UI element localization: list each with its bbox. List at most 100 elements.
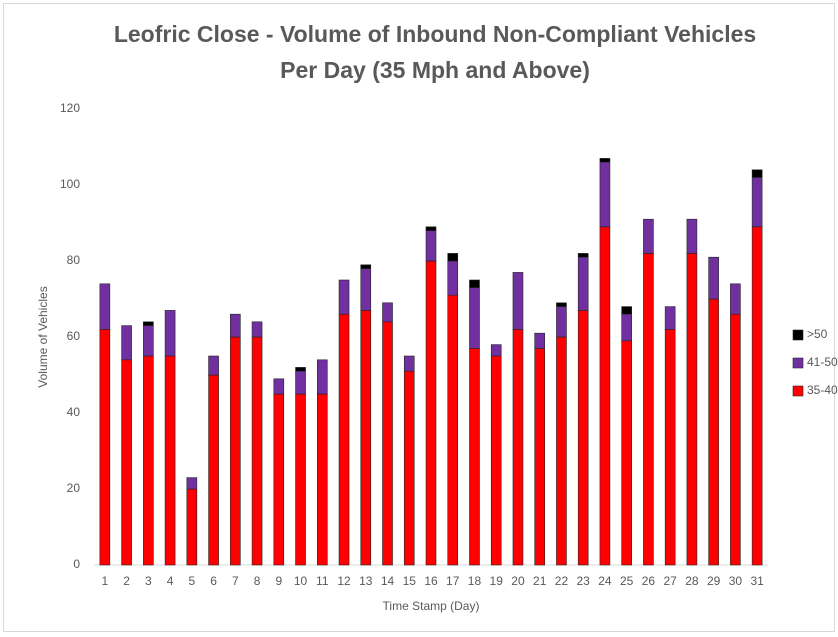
bar-segment	[403, 370, 415, 566]
bar-segment	[751, 177, 763, 228]
bar-segment	[99, 329, 111, 566]
x-tick-label: 9	[275, 574, 282, 588]
x-tick-label: 12	[337, 574, 351, 588]
bar-segment	[403, 355, 415, 372]
bar-segment	[208, 374, 219, 566]
bar-segment	[295, 367, 306, 372]
x-tick-label: 7	[232, 574, 239, 588]
x-axis-label: Time Stamp (Day)	[383, 599, 480, 613]
bar-segment	[295, 393, 306, 566]
bar-segment	[143, 321, 154, 326]
bar-segment	[751, 169, 763, 178]
bar-segment	[230, 313, 241, 338]
x-tick-label: 17	[446, 574, 460, 588]
y-tick-label: 20	[67, 481, 81, 495]
bar-segment	[360, 264, 372, 269]
bar-segment	[251, 336, 263, 566]
x-tick-label: 18	[468, 574, 482, 588]
bar-segment	[382, 302, 393, 323]
bar-segment	[316, 393, 328, 566]
bar-segment	[730, 313, 741, 566]
x-tick-label: 21	[533, 574, 547, 588]
y-tick-label: 80	[67, 253, 81, 267]
legend-label: >50	[807, 327, 828, 341]
x-tick-label: 19	[490, 574, 504, 588]
x-tick-label: 23	[577, 574, 591, 588]
chart-border	[3, 3, 835, 632]
bar-segment	[664, 329, 676, 566]
bar-segment	[143, 355, 154, 566]
bar-segment	[469, 348, 480, 566]
bar-segment	[534, 332, 546, 349]
bar-segment	[425, 226, 437, 231]
bar-segment	[512, 329, 524, 566]
bar-segment	[556, 336, 567, 566]
bar-segment	[186, 477, 198, 490]
bar-segment	[164, 355, 176, 566]
bar-segment	[273, 393, 285, 566]
x-tick-label: 24	[598, 574, 612, 588]
legend-swatch	[792, 357, 804, 369]
bar-segment	[621, 340, 632, 566]
bar-segment	[208, 355, 219, 376]
bar-segment	[360, 310, 372, 566]
x-tick-label: 26	[642, 574, 656, 588]
bar-segment	[338, 313, 350, 566]
bar-segment	[121, 325, 132, 361]
bar-segment	[143, 325, 154, 357]
y-axis-label: Volume of Vehicles	[36, 286, 50, 387]
bar-segment	[708, 256, 719, 300]
y-tick-label: 100	[60, 177, 80, 191]
bar-segment	[316, 359, 328, 395]
bar-segment	[643, 253, 654, 566]
x-tick-label: 10	[294, 574, 308, 588]
bar-segment	[730, 283, 741, 315]
legend-label: 41-50	[807, 355, 838, 369]
bar-segment	[534, 348, 546, 566]
bar-segment	[360, 268, 372, 311]
bar-segment	[425, 260, 437, 566]
bar-segment	[599, 226, 611, 566]
x-tick-label: 2	[123, 574, 130, 588]
x-tick-label: 3	[145, 574, 152, 588]
x-tick-label: 16	[424, 574, 438, 588]
bar-segment	[121, 359, 132, 566]
x-tick-label: 25	[620, 574, 634, 588]
bar-segment	[643, 218, 654, 254]
x-tick-label: 14	[381, 574, 395, 588]
bar-segment	[273, 378, 285, 395]
x-tick-label: 20	[511, 574, 525, 588]
x-tick-label: 6	[210, 574, 217, 588]
bar-segment	[686, 218, 698, 254]
bar-segment	[382, 321, 393, 566]
x-tick-label: 1	[102, 574, 109, 588]
x-tick-label: 11	[316, 574, 329, 588]
bar-segment	[338, 279, 350, 315]
legend-swatch	[792, 329, 804, 341]
bar-segment	[664, 306, 676, 330]
bar-segment	[230, 336, 241, 566]
chart-title: Leofric Close - Volume of Inbound Non-Co…	[113, 21, 757, 83]
x-tick-label: 13	[359, 574, 373, 588]
y-tick-label: 0	[73, 557, 80, 571]
bar-segment	[621, 306, 632, 315]
bar-segment	[447, 253, 459, 262]
bar-segment	[295, 370, 306, 395]
bar-segment	[164, 310, 176, 357]
bar-segment	[425, 230, 437, 262]
bar-segment	[751, 226, 763, 566]
bar-segment	[469, 287, 480, 349]
bar-segment	[708, 298, 719, 566]
x-tick-label: 27	[663, 574, 677, 588]
bar-segment	[577, 256, 589, 311]
legend-swatch	[792, 385, 804, 397]
bar-segment	[490, 355, 502, 566]
bar-segment	[469, 279, 480, 288]
x-tick-label: 5	[188, 574, 195, 588]
bar-segment	[99, 283, 111, 330]
bar-segment	[490, 344, 502, 357]
bar-segment	[512, 272, 524, 330]
x-tick-label: 28	[685, 574, 699, 588]
